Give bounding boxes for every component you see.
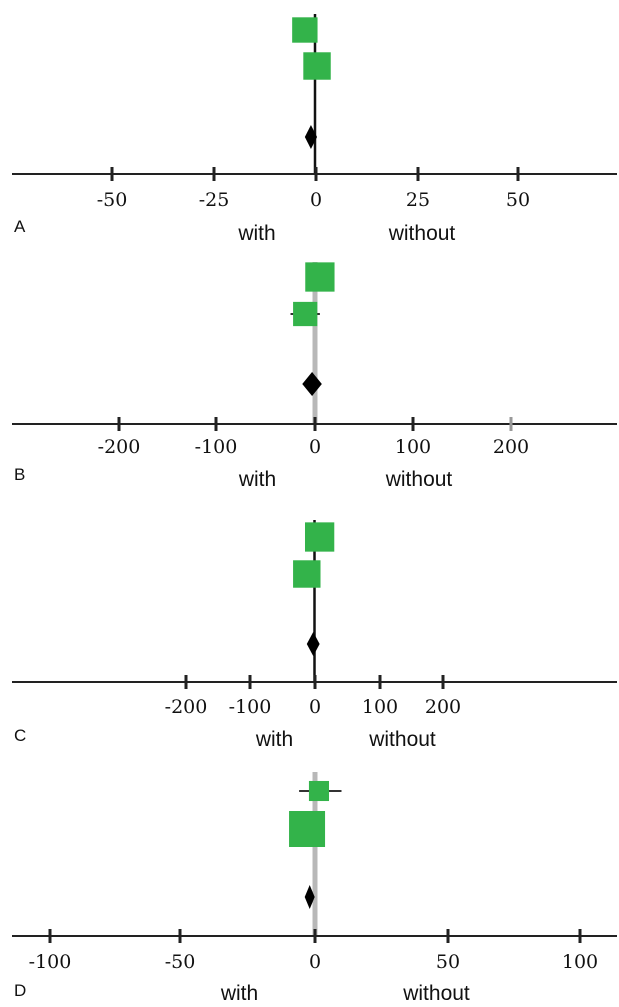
right-direction-label-a: without xyxy=(388,222,456,245)
x-tick-label-a-2: 0 xyxy=(310,189,322,211)
x-tick-label-c-3: 100 xyxy=(362,696,398,718)
x-tick-label-b-3: 100 xyxy=(395,436,431,458)
panel-label-b: B xyxy=(14,465,25,484)
x-tick-label-c-0: -200 xyxy=(165,696,208,718)
study-marker-d-1 xyxy=(289,811,326,847)
x-tick-label-b-0: -200 xyxy=(98,436,141,458)
panel-label-c: C xyxy=(14,726,26,745)
x-tick-label-a-4: 50 xyxy=(506,189,530,211)
x-tick-label-c-2: 0 xyxy=(309,696,321,718)
study-marker-a-1 xyxy=(303,52,331,80)
x-tick-label-b-2: 0 xyxy=(309,436,321,458)
pooled-diamond-b xyxy=(302,372,322,396)
x-tick-label-b-1: -100 xyxy=(195,436,238,458)
x-tick-label-d-1: -50 xyxy=(165,951,196,973)
x-tick-label-a-0: -50 xyxy=(97,189,128,211)
study-marker-d-0 xyxy=(308,780,330,802)
x-tick-label-d-3: 50 xyxy=(436,951,460,973)
right-direction-label-d: without xyxy=(402,982,470,1005)
panel-label-a: A xyxy=(14,217,26,236)
right-direction-label-b: without xyxy=(385,468,453,491)
x-tick-label-c-1: -100 xyxy=(229,696,272,718)
left-direction-label-b: with xyxy=(238,468,276,491)
left-direction-label-d: with xyxy=(220,982,258,1005)
x-tick-label-c-4: 200 xyxy=(425,696,461,718)
study-marker-a-0 xyxy=(292,17,318,43)
panel-label-d: D xyxy=(14,981,26,1000)
x-tick-label-b-4: 200 xyxy=(493,436,529,458)
left-direction-label-c: with xyxy=(255,728,293,751)
x-tick-label-a-1: -25 xyxy=(199,189,230,211)
pooled-diamond-d xyxy=(304,885,315,909)
pooled-diamond-c xyxy=(306,632,320,656)
x-tick-label-d-0: -100 xyxy=(29,951,72,973)
study-marker-c-0 xyxy=(304,522,335,552)
study-marker-c-1 xyxy=(293,560,321,588)
study-marker-b-0 xyxy=(305,262,335,292)
x-tick-label-d-4: 100 xyxy=(562,951,598,973)
right-direction-label-c: without xyxy=(368,728,436,751)
study-marker-b-1 xyxy=(293,301,318,327)
x-tick-label-a-3: 25 xyxy=(406,189,430,211)
pooled-diamond-a xyxy=(304,125,318,149)
x-tick-label-d-2: 0 xyxy=(309,951,321,973)
left-direction-label-a: with xyxy=(237,222,275,245)
